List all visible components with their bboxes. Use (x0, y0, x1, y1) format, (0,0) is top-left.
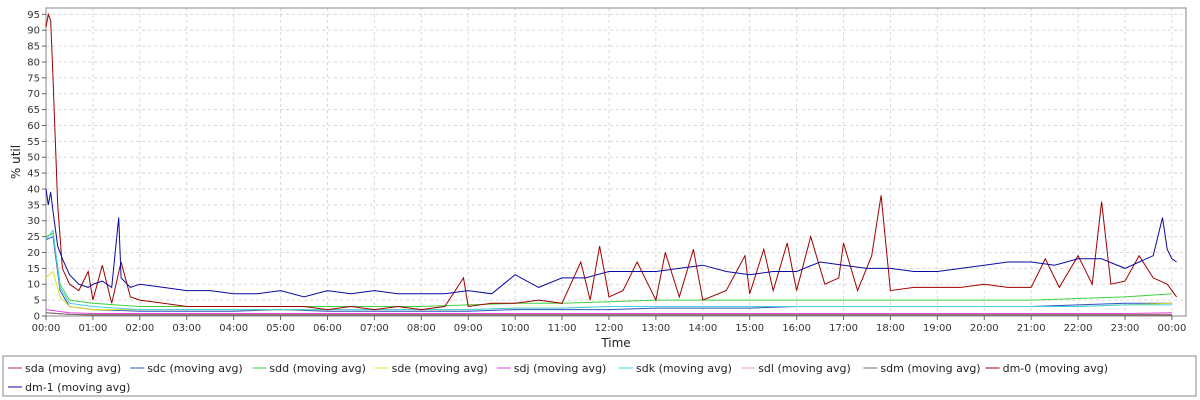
x-tick-label: 11:00 (548, 323, 577, 334)
y-tick-label: 30 (27, 216, 40, 227)
series-line-7 (45, 312, 1172, 316)
x-tick-label: 13:00 (641, 323, 670, 334)
x-tick-label: 07:00 (360, 323, 389, 334)
y-tick-label: 10 (27, 280, 40, 291)
x-tick-label: 18:00 (876, 323, 905, 334)
y-tick-label: 90 (27, 26, 40, 37)
x-tick-label: 00:00 (32, 323, 61, 334)
x-tick-label: 22:00 (1064, 323, 1093, 334)
y-tick-label: 50 (27, 153, 40, 164)
legend-entry: sdl (moving avg) (758, 362, 851, 375)
legend-entry: sdk (moving avg) (636, 362, 732, 375)
x-tick-label: 16:00 (782, 323, 811, 334)
y-tick-label: 45 (27, 169, 40, 180)
x-tick-label: 21:00 (1017, 323, 1046, 334)
series-line-4 (45, 309, 1172, 314)
x-tick-label: 10:00 (501, 323, 530, 334)
y-axis-label: % util (9, 145, 23, 179)
y-tick-label: 5 (34, 296, 40, 307)
y-tick-label: 65 (27, 105, 40, 116)
legend-entry: sdc (moving avg) (147, 362, 243, 375)
x-tick-label: 23:00 (1111, 323, 1140, 334)
legend-entry: sdj (moving avg) (514, 362, 607, 375)
x-tick-label: 08:00 (407, 323, 436, 334)
x-axis-label: Time (600, 336, 630, 350)
series-line-9 (45, 188, 1177, 298)
y-tick-label: 80 (27, 57, 40, 68)
legend-entry: sdd (moving avg) (269, 362, 365, 375)
y-tick-label: 70 (27, 89, 40, 100)
y-tick-label: 75 (27, 73, 40, 84)
x-tick-label: 15:00 (735, 323, 764, 334)
x-tick-label: 03:00 (172, 323, 201, 334)
x-tick-label: 09:00 (454, 323, 483, 334)
legend-entry: sda (moving avg) (25, 362, 121, 375)
y-axis: 0 5 10 15 20 25 30 35 40 45 50 55 60 65 70 75 80 85 90 95 (27, 10, 46, 323)
legend-box (2, 355, 1197, 397)
x-tick-label: 04:00 (219, 323, 248, 334)
y-tick-label: 25 (27, 232, 40, 243)
legend-entry: sde (moving avg) (392, 362, 488, 375)
y-tick-label: 35 (27, 200, 40, 211)
y-tick-label: 60 (27, 121, 40, 132)
legend: sda (moving avg) sdc (moving avg) sdd (mov… (8, 362, 1108, 394)
y-tick-label: 0 (34, 312, 40, 323)
y-tick-label: 55 (27, 137, 40, 148)
x-axis: 00:00 01:00 02:00 03:00 04:00 05:00 06:00 07:00… (32, 316, 1187, 334)
x-tick-label: 20:00 (970, 323, 999, 334)
y-tick-label: 15 (27, 264, 40, 275)
x-tick-label: 06:00 (313, 323, 342, 334)
x-tick-label: 02:00 (125, 323, 154, 334)
x-tick-label: 12:00 (595, 323, 624, 334)
y-tick-label: 95 (27, 10, 40, 21)
y-tick-label: 40 (27, 184, 40, 195)
plot-frame (45, 7, 1187, 317)
series-line-8 (45, 12, 1178, 311)
x-tick-label: 17:00 (829, 323, 858, 334)
series-line-2 (45, 232, 1172, 307)
x-tick-label: 00:00 (1158, 323, 1187, 334)
legend-entry: sdm (moving avg) (880, 362, 980, 375)
legend-entry: dm-1 (moving avg) (25, 381, 130, 394)
series-line-5 (45, 228, 1172, 311)
x-tick-label: 05:00 (266, 323, 295, 334)
x-tick-label: 01:00 (78, 323, 107, 334)
series-lines (45, 12, 1178, 316)
grid (45, 8, 1186, 317)
legend-entry: dm-0 (moving avg) (1003, 362, 1108, 375)
y-tick-label: 20 (27, 248, 40, 259)
y-tick-label: 85 (27, 42, 40, 53)
x-tick-label: 14:00 (688, 323, 717, 334)
x-tick-label: 19:00 (923, 323, 952, 334)
